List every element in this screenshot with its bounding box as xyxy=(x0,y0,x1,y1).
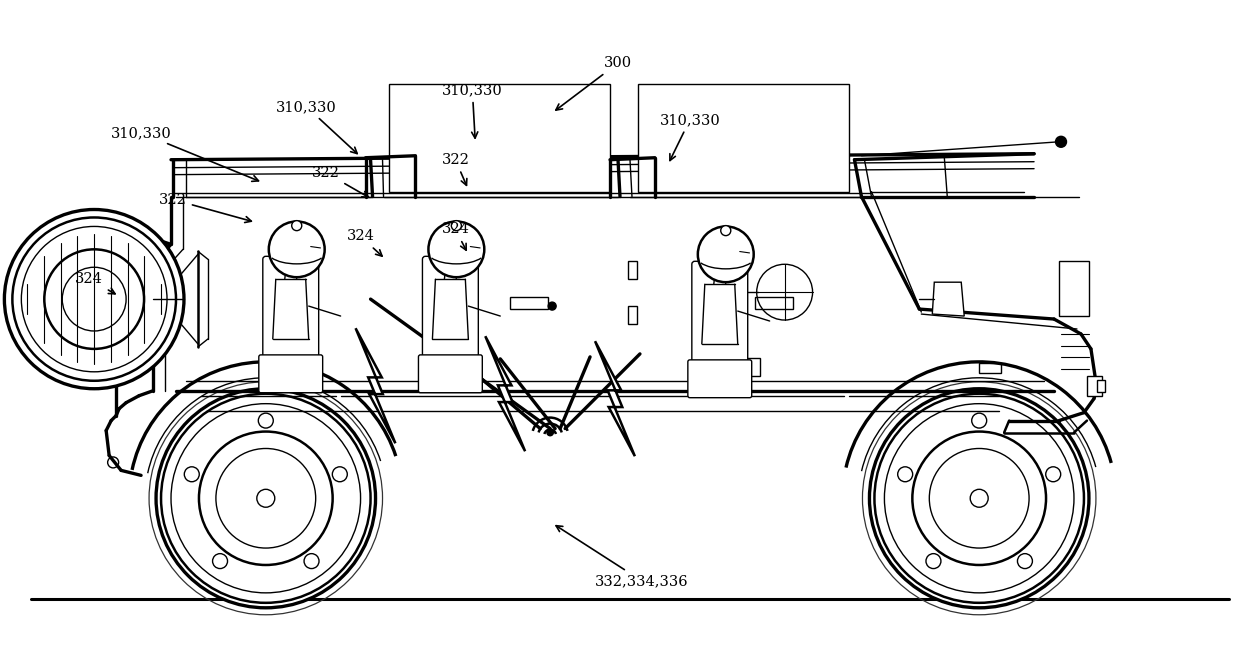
Circle shape xyxy=(720,226,730,235)
Circle shape xyxy=(698,226,754,282)
Text: 310,330: 310,330 xyxy=(277,100,357,154)
Bar xyxy=(1087,376,1102,396)
Bar xyxy=(388,84,610,192)
Bar xyxy=(755,297,792,309)
Circle shape xyxy=(5,209,184,388)
FancyBboxPatch shape xyxy=(423,256,479,362)
Bar xyxy=(627,306,637,324)
Circle shape xyxy=(291,220,301,231)
Bar xyxy=(637,84,849,192)
Polygon shape xyxy=(932,282,965,316)
FancyBboxPatch shape xyxy=(692,262,748,367)
Circle shape xyxy=(869,388,1089,608)
Circle shape xyxy=(547,430,553,436)
Bar xyxy=(627,262,637,279)
Circle shape xyxy=(970,489,988,508)
Text: 310,330: 310,330 xyxy=(660,113,720,160)
Polygon shape xyxy=(485,336,525,451)
FancyBboxPatch shape xyxy=(418,355,482,392)
Bar xyxy=(1059,262,1089,316)
Bar xyxy=(1097,380,1105,392)
Text: 332,334,336: 332,334,336 xyxy=(556,526,688,588)
Text: 324: 324 xyxy=(76,272,115,294)
Text: 322: 322 xyxy=(159,192,252,222)
Circle shape xyxy=(257,489,275,508)
Polygon shape xyxy=(595,341,635,456)
Circle shape xyxy=(548,302,557,310)
FancyBboxPatch shape xyxy=(263,256,319,362)
Circle shape xyxy=(1055,136,1066,147)
Text: 322: 322 xyxy=(311,165,368,198)
Text: 324: 324 xyxy=(441,222,469,250)
Text: 300: 300 xyxy=(556,56,632,110)
FancyBboxPatch shape xyxy=(259,355,322,392)
Circle shape xyxy=(156,388,376,608)
Bar xyxy=(728,358,760,376)
Text: 310,330: 310,330 xyxy=(441,83,502,138)
Text: 324: 324 xyxy=(347,230,382,256)
Text: 322: 322 xyxy=(441,153,469,185)
Circle shape xyxy=(429,222,485,277)
FancyBboxPatch shape xyxy=(688,360,751,398)
Text: 310,330: 310,330 xyxy=(110,126,258,181)
Bar xyxy=(980,363,1001,373)
Circle shape xyxy=(451,220,461,231)
Polygon shape xyxy=(356,328,396,443)
Circle shape xyxy=(269,222,325,277)
Bar xyxy=(510,297,548,309)
